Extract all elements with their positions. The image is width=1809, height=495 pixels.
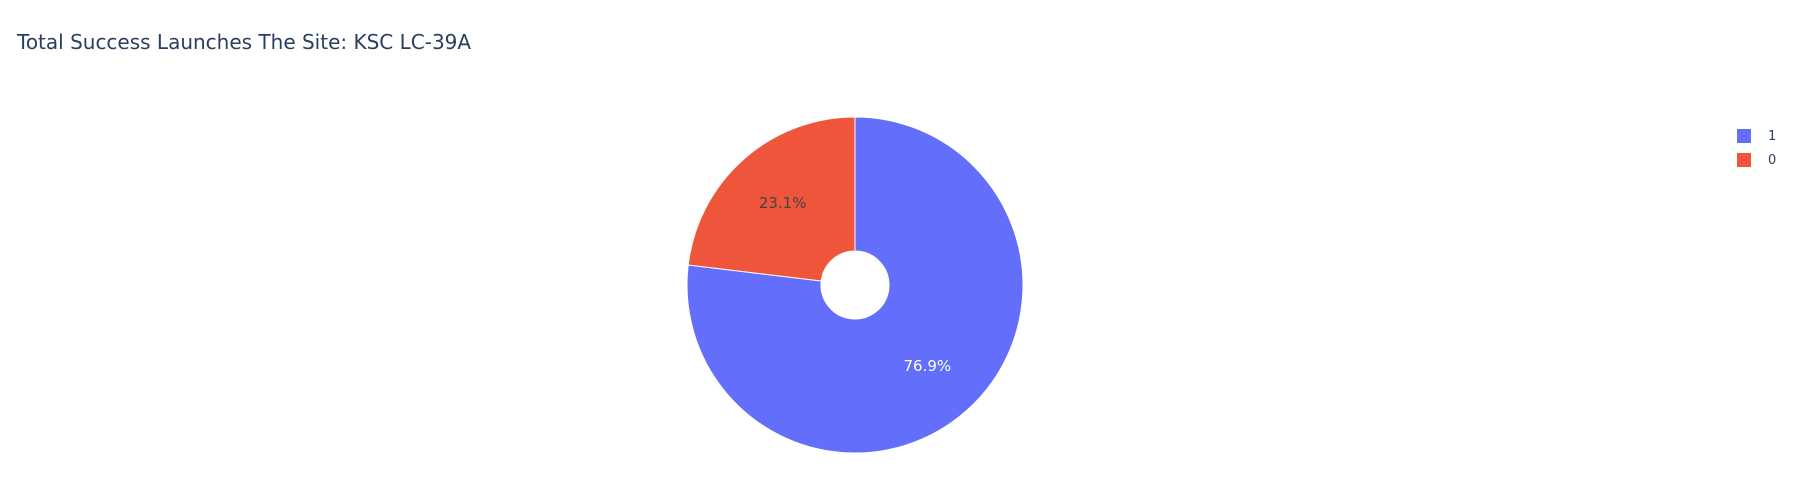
pie-slice-label: 23.1% bbox=[759, 194, 807, 212]
legend-item-1[interactable]: 1 bbox=[1737, 124, 1776, 148]
pie-slice-1[interactable] bbox=[686, 116, 1024, 454]
legend-label: 1 bbox=[1768, 128, 1777, 144]
pie-slice-labels: 76.9% 23.1% bbox=[759, 194, 951, 375]
pie-slices bbox=[686, 116, 1024, 454]
pie-slice-label: 76.9% bbox=[904, 357, 952, 375]
pie-slice-0[interactable] bbox=[687, 116, 856, 282]
chart-title: Total Success Launches The Site: KSC LC-… bbox=[17, 30, 472, 54]
legend-label: 0 bbox=[1768, 152, 1777, 168]
legend: 1 0 bbox=[1737, 124, 1776, 172]
legend-item-0[interactable]: 0 bbox=[1737, 148, 1776, 172]
legend-swatch bbox=[1737, 129, 1751, 143]
legend-swatch bbox=[1737, 153, 1751, 167]
